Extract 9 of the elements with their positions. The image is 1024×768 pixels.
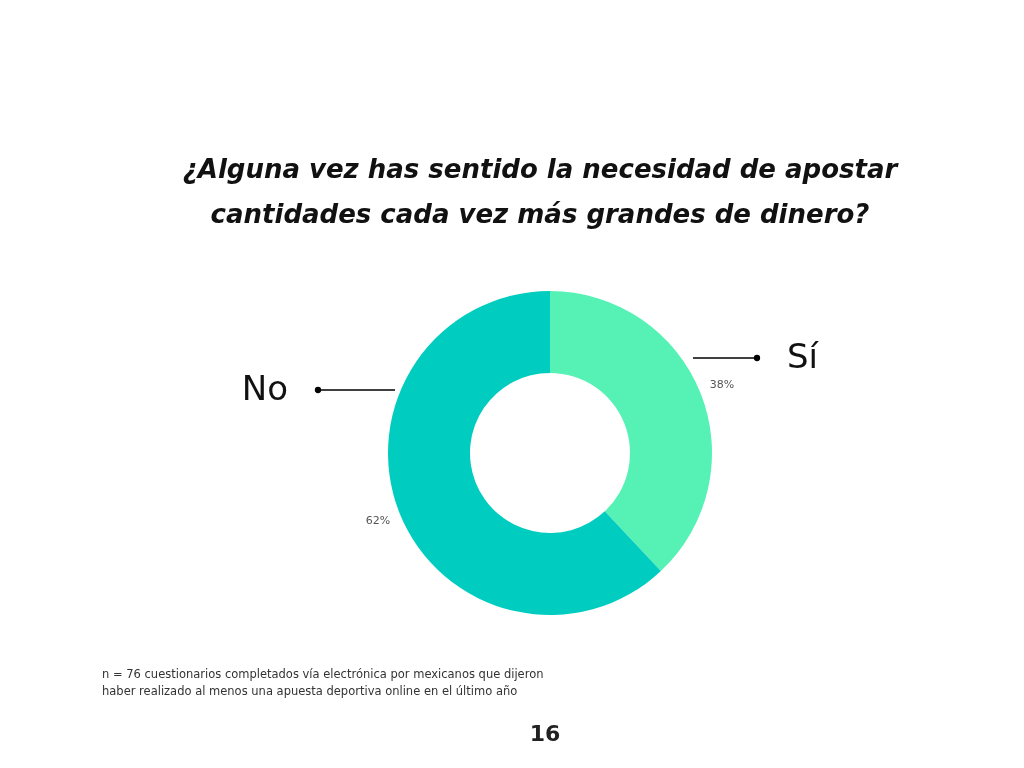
- data-label: 62%: [365, 514, 391, 528]
- text: 16: [529, 721, 561, 746]
- chart-title: ¿Alguna vez has sentido la necesidad de apostar cantidades cada vez más grandes de dinero?: [182, 154, 900, 229]
- donut-slice: [550, 291, 712, 572]
- text: n = 76 cuestionarios completados vía electrónica por mexicanos que dijeron haber realizado al menos una apuesta deportiva online en el último año: [102, 667, 544, 698]
- slice-label: No: [241, 368, 288, 408]
- donut-slice: [388, 291, 661, 615]
- data-label: 38%: [709, 377, 735, 391]
- slice-label: Sí: [787, 336, 820, 376]
